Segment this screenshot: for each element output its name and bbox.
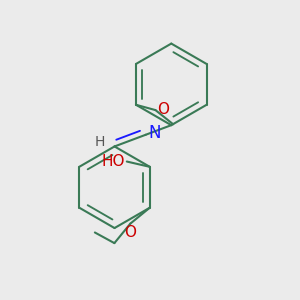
Text: O: O [124,225,136,240]
Text: O: O [157,102,169,117]
Text: N: N [148,124,161,142]
Text: H: H [94,135,105,149]
Text: HO: HO [102,154,125,169]
